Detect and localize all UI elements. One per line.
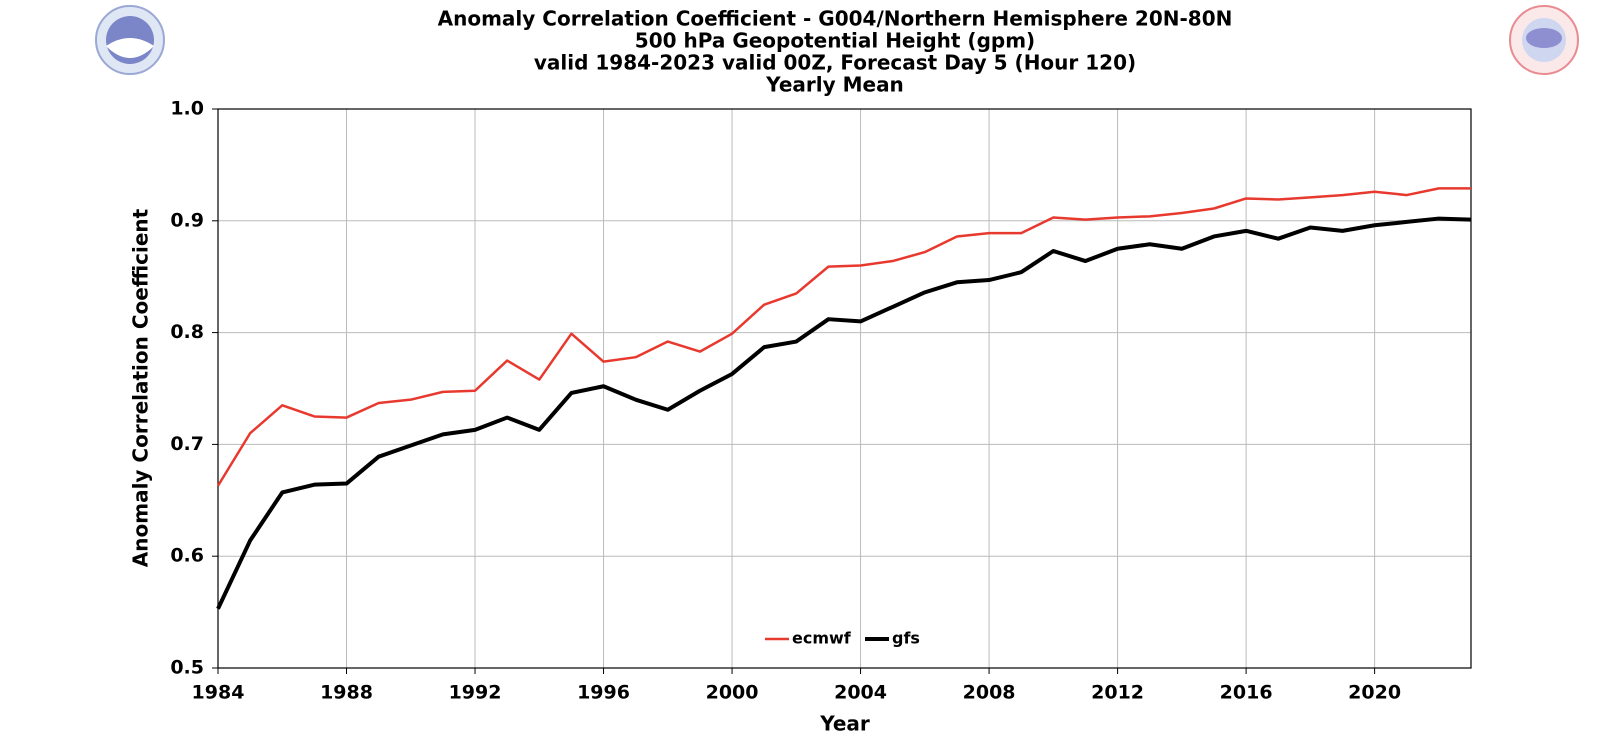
noaa-logo [95, 5, 165, 75]
y-tick-label: 0.9 [170, 209, 204, 231]
x-tick-label: 1996 [577, 682, 630, 704]
x-tick-label: 2020 [1348, 682, 1401, 704]
x-tick-label: 1992 [449, 682, 502, 704]
nws-logo [1509, 5, 1579, 75]
y-tick-label: 0.7 [170, 433, 204, 455]
data-line [216, 216, 1472, 610]
plot-frame [217, 108, 1472, 669]
x-tick-label: 2016 [1220, 682, 1273, 704]
y-tick-label: 0.5 [170, 657, 204, 679]
y-axis-label: Anomaly Correlation Coefficient [129, 208, 153, 567]
legend-label: ecmwf [792, 629, 852, 648]
chart-title: 500 hPa Geopotential Height (gpm) [635, 29, 1035, 53]
x-tick-label: 2000 [706, 682, 759, 704]
legend-label: gfs [892, 629, 920, 648]
x-tick-label: 1984 [192, 682, 245, 704]
chart-title: Anomaly Correlation Coefficient - G004/N… [438, 7, 1233, 31]
chart-title: Yearly Mean [765, 73, 904, 97]
chart-title: valid 1984-2023 valid 00Z, Forecast Day … [534, 51, 1136, 75]
y-tick-label: 0.6 [170, 545, 204, 567]
x-tick-label: 1988 [320, 682, 373, 704]
y-tick-label: 0.8 [170, 321, 204, 343]
data-line [216, 187, 1471, 487]
x-tick-label: 2004 [834, 682, 887, 704]
x-tick-label: 2012 [1091, 682, 1144, 704]
x-tick-label: 2008 [963, 682, 1016, 704]
x-axis-label: Year [819, 712, 870, 736]
y-tick-label: 1.0 [170, 98, 204, 120]
